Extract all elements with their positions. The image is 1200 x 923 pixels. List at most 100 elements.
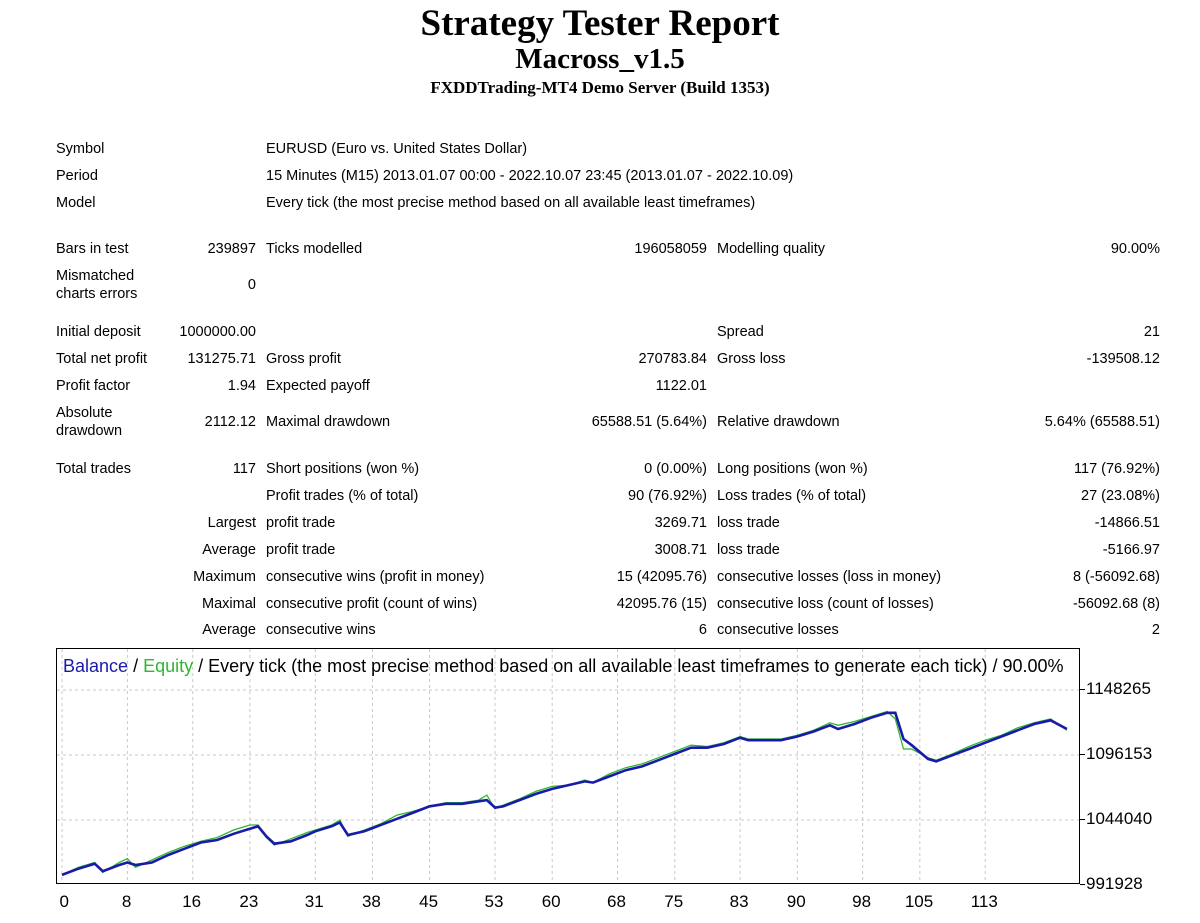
x-tick-label: 31 bbox=[304, 892, 324, 911]
average-profit-label: profit trade bbox=[266, 542, 336, 558]
short-value: 0 (0.00%) bbox=[644, 461, 707, 477]
period-value: 15 Minutes (M15) 2013.01.07 00:00 - 2022… bbox=[266, 168, 794, 184]
max-wins-label: consecutive wins (profit in money) bbox=[266, 569, 485, 585]
largest-loss-label: loss trade bbox=[717, 515, 780, 531]
largest-prefix: Largest bbox=[207, 515, 256, 531]
max-wins-value: 15 (42095.76) bbox=[616, 569, 707, 585]
absdd-value: 2112.12 bbox=[204, 414, 256, 430]
y-tick-label: 1096153 bbox=[1086, 743, 1153, 763]
loss-trades-label: Loss trades (% of total) bbox=[717, 488, 867, 504]
balance-chart bbox=[56, 648, 1080, 884]
y-tick-label: 991928 bbox=[1086, 874, 1143, 893]
max-losses-label: consecutive losses (loss in money) bbox=[717, 569, 942, 585]
chart-grid bbox=[57, 649, 1079, 883]
total-trades-value: 117 bbox=[232, 461, 256, 477]
spread-value: 21 bbox=[1143, 324, 1160, 340]
model-value: Every tick (the most precise method base… bbox=[266, 195, 756, 211]
x-tick-label: 98 bbox=[852, 892, 872, 911]
x-tick-label: 83 bbox=[729, 892, 749, 911]
profit-trades-label: Profit trades (% of total) bbox=[266, 488, 419, 504]
average-loss-label: loss trade bbox=[717, 542, 780, 558]
x-tick-label: 105 bbox=[904, 892, 934, 911]
report-title: Strategy Tester Report bbox=[420, 3, 780, 44]
mismatch-label-line1: Mismatched bbox=[56, 268, 135, 284]
total-trades-label: Total trades bbox=[56, 461, 131, 477]
x-tick-label: 90 bbox=[786, 892, 806, 911]
average2-prefix: Average bbox=[202, 622, 256, 638]
x-tick-label: 68 bbox=[607, 892, 626, 911]
mismatch-label-line2: charts errors bbox=[56, 286, 138, 302]
largest-profit-label: profit trade bbox=[266, 515, 336, 531]
legend-equity: Equity bbox=[143, 656, 194, 676]
absdd-label-line1: Absolute bbox=[56, 405, 113, 421]
payoff-value: 1122.01 bbox=[655, 378, 707, 394]
maxdd-label: Maximal drawdown bbox=[266, 414, 391, 430]
ticks-value: 196058059 bbox=[634, 241, 707, 257]
x-tick-label: 8 bbox=[121, 892, 132, 911]
average-profit-value: 3008.71 bbox=[654, 542, 707, 558]
bars-label: Bars in test bbox=[56, 241, 129, 257]
grossloss-label: Gross loss bbox=[717, 351, 786, 367]
absdd-label-line2: drawdown bbox=[56, 423, 123, 439]
y-tick-label: 1148265 bbox=[1086, 679, 1151, 698]
pf-label: Profit factor bbox=[56, 378, 131, 394]
x-tick-label: 16 bbox=[182, 892, 202, 911]
quality-label: Modelling quality bbox=[717, 241, 826, 257]
balance-series-line bbox=[61, 711, 1068, 877]
maximal-loss-label: consecutive loss (count of losses) bbox=[717, 596, 934, 612]
symbol-label: Symbol bbox=[56, 141, 105, 157]
average-loss-value: -5166.97 bbox=[1102, 542, 1160, 558]
y-tick-mark bbox=[1080, 819, 1085, 820]
reldd-label: Relative drawdown bbox=[717, 414, 840, 430]
pf-value: 1.94 bbox=[227, 378, 256, 394]
maximal-profit-value: 42095.76 (15) bbox=[616, 596, 707, 612]
ticks-label: Ticks modelled bbox=[266, 241, 363, 257]
avg-cons-losses-label: consecutive losses bbox=[717, 622, 839, 638]
y-tick-mark bbox=[1080, 753, 1085, 755]
y-tick-mark bbox=[1080, 884, 1085, 885]
y-tick-mark bbox=[1080, 689, 1085, 690]
short-label: Short positions (won %) bbox=[266, 461, 420, 477]
payoff-label: Expected payoff bbox=[266, 378, 370, 394]
profit-trades-value: 90 (76.92%) bbox=[628, 488, 707, 504]
equity-series-line bbox=[61, 710, 1068, 876]
reldd-value: 5.64% (65588.51) bbox=[1044, 414, 1160, 430]
legend-balance: Balance bbox=[63, 656, 129, 676]
quality-value: 90.00% bbox=[1110, 241, 1160, 257]
largest-loss-value: -14866.51 bbox=[1094, 515, 1160, 531]
x-tick-label: 38 bbox=[361, 892, 381, 911]
deposit-value: 1000000.00 bbox=[179, 324, 256, 340]
spread-label: Spread bbox=[717, 324, 764, 340]
period-label: Period bbox=[56, 168, 98, 184]
x-tick-label: 60 bbox=[541, 892, 561, 911]
maximal-loss-value: -56092.68 (8) bbox=[1072, 596, 1160, 612]
average-prefix: Average bbox=[202, 542, 256, 558]
model-label: Model bbox=[56, 195, 96, 211]
server-name: FXDDTrading-MT4 Demo Server (Build 1353) bbox=[430, 78, 770, 97]
balance-chart-svg bbox=[57, 649, 1079, 883]
netprofit-label: Total net profit bbox=[56, 351, 148, 367]
legend-description: / Every tick (the most precise method ba… bbox=[193, 656, 1064, 676]
x-tick-label: 23 bbox=[239, 892, 259, 911]
avg-cons-wins-label: consecutive wins bbox=[266, 622, 376, 638]
grossloss-value: -139508.12 bbox=[1086, 351, 1160, 367]
largest-profit-value: 3269.71 bbox=[654, 515, 707, 531]
chart-legend: Balance / Equity / Every tick (the most … bbox=[63, 656, 1077, 677]
long-label: Long positions (won %) bbox=[717, 461, 868, 477]
x-tick-label: 75 bbox=[664, 892, 684, 911]
legend-separator: / bbox=[128, 656, 144, 676]
avg-cons-wins-value: 6 bbox=[698, 622, 707, 638]
y-tick-label: 1044040 bbox=[1086, 809, 1153, 828]
maxdd-value: 65588.51 (5.64%) bbox=[591, 414, 707, 430]
x-tick-label: 45 bbox=[419, 892, 439, 911]
loss-trades-value: 27 (23.08%) bbox=[1081, 488, 1160, 504]
bars-value: 239897 bbox=[207, 241, 256, 257]
x-tick-label: 0 bbox=[59, 892, 69, 911]
avg-cons-losses-value: 2 bbox=[1151, 622, 1160, 638]
x-tick-label: 53 bbox=[484, 892, 504, 911]
grossprofit-label: Gross profit bbox=[266, 351, 341, 367]
maximal-profit-label: consecutive profit (count of wins) bbox=[266, 596, 478, 612]
grossprofit-value: 270783.84 bbox=[638, 351, 707, 367]
expert-name: Macross_v1.5 bbox=[515, 43, 685, 75]
symbol-value: EURUSD (Euro vs. United States Dollar) bbox=[266, 141, 528, 157]
